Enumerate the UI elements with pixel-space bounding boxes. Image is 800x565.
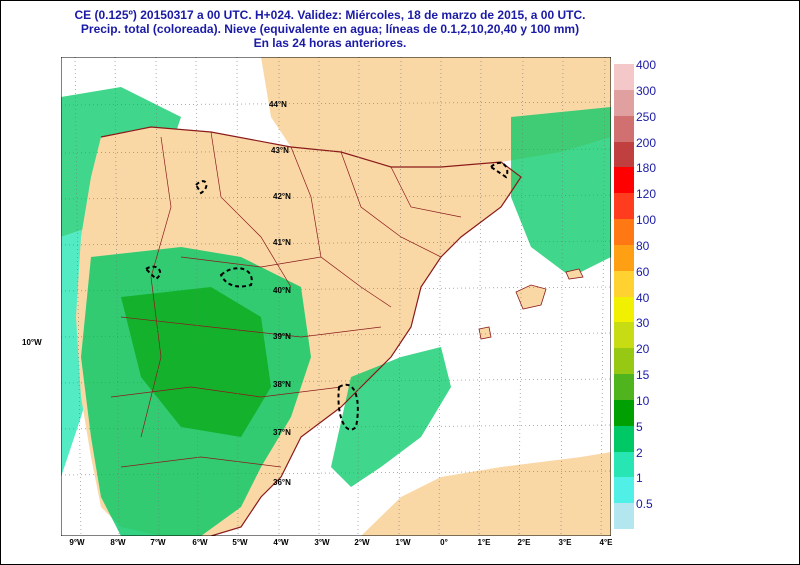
colorbar-label-0.5: 0.5 — [636, 497, 653, 512]
precipitation-map: 44°N 43°N 42°N 41°N 40°N 39°N 38°N 37°N … — [61, 57, 611, 536]
mallorca-island — [515, 284, 547, 310]
colorbar-swatch-200 — [614, 141, 634, 168]
colorbar-swatch-400 — [614, 64, 634, 91]
lon-label-7w: 7°W — [150, 538, 166, 547]
colorbar-swatch-2 — [614, 451, 634, 478]
lat-label-44n: 44°N — [269, 100, 287, 109]
title-line-2: Precip. total (coloreada). Nieve (equiva… — [80, 22, 580, 36]
colorbar-label-60: 60 — [636, 264, 650, 279]
lat-label-37n: 37°N — [273, 428, 291, 437]
lon-label-3e: 3°E — [558, 538, 572, 547]
colorbar-label-100: 100 — [636, 213, 657, 227]
ibiza-island — [478, 326, 492, 340]
title-line-3: En las 24 horas anteriores. — [253, 36, 407, 50]
lon-label-9w: 9°W — [69, 538, 85, 547]
colorbar-label-5: 5 — [636, 419, 643, 434]
colorbar-swatch-20 — [614, 348, 634, 375]
snow-contours — [144, 161, 509, 431]
lon-label-0: 0° — [440, 538, 448, 547]
colorbar-swatch-30 — [614, 322, 634, 349]
lon-label-6w: 6°W — [192, 538, 208, 547]
colorbar-label-180: 180 — [636, 161, 657, 176]
colorbar-swatch-0.5 — [614, 503, 634, 530]
lat-label-40n: 40°N — [273, 286, 291, 295]
colorbar-label-120: 120 — [636, 187, 657, 202]
colorbar-label-200: 200 — [636, 135, 657, 150]
lon-label-1w: 1°W — [395, 538, 411, 547]
colorbar-label-2: 2 — [636, 445, 643, 460]
colorbar-label-400: 400 — [636, 58, 657, 72]
colorbar-swatch-1 — [614, 477, 634, 504]
lon-label-4w: 4°W — [273, 538, 289, 547]
colorbar-swatch-250 — [614, 115, 634, 142]
colorbar-label-10: 10 — [636, 393, 650, 408]
menorca-island — [565, 268, 584, 280]
title-line-1: CE (0.125º) 20150317 a 00 UTC. H+024. Va… — [74, 8, 586, 22]
precip-area-northeast — [511, 107, 611, 277]
lat-label-42n: 42°N — [273, 192, 291, 201]
lon-label-4e: 4°E — [599, 538, 613, 547]
coastline — [100, 126, 522, 536]
lon-label-2w: 2°W — [354, 538, 370, 547]
lon-label-3w: 3°W — [314, 538, 330, 547]
province-borders — [110, 131, 462, 468]
lon-side-label: 10°W — [22, 338, 42, 347]
colorbar-swatch-10 — [614, 399, 634, 427]
colorbar-label-40: 40 — [636, 290, 650, 305]
precip-area-southeast — [331, 347, 451, 487]
colorbar-label-250: 250 — [636, 109, 657, 124]
lat-label-41n: 41°N — [273, 238, 291, 247]
colorbar-swatch-180 — [614, 167, 634, 194]
colorbar-label-15: 15 — [636, 368, 650, 382]
precip-area-west-iberia-core — [121, 287, 271, 437]
map-title: CE (0.125º) 20150317 a 00 UTC. H+024. Va… — [0, 8, 660, 50]
colorbar-swatch-80 — [614, 244, 634, 272]
colorbar-label-30: 30 — [636, 316, 650, 331]
colorbar-swatch-300 — [614, 89, 634, 117]
colorbar-label-80: 80 — [636, 238, 650, 253]
lat-label-39n: 39°N — [273, 332, 291, 341]
longitude-axis: 9°W 8°W 7°W 6°W 5°W 4°W 3°W 2°W 1°W 0° 1… — [0, 538, 800, 552]
africa-landmass — [361, 452, 611, 536]
lat-label-43n: 43°N — [271, 146, 289, 155]
lat-label-38n: 38°N — [273, 380, 291, 389]
colorbar-label-300: 300 — [636, 83, 657, 98]
colorbar-swatch-40 — [614, 296, 634, 323]
colorbar-label-1: 1 — [636, 471, 643, 486]
precip-colorbar — [614, 64, 634, 530]
colorbar-swatch-120 — [614, 193, 634, 220]
lon-label-2e: 2°E — [517, 538, 531, 547]
colorbar-swatch-5 — [614, 425, 634, 452]
lon-label-8w: 8°W — [110, 538, 126, 547]
colorbar-swatch-60 — [614, 270, 634, 297]
colorbar-swatch-100 — [614, 219, 634, 246]
colorbar-label-20: 20 — [636, 342, 650, 357]
lon-label-1e: 1°E — [477, 538, 491, 547]
colorbar-swatch-15 — [614, 374, 634, 401]
lon-label-5w: 5°W — [232, 538, 248, 547]
lat-label-36n: 36°N — [273, 478, 291, 487]
